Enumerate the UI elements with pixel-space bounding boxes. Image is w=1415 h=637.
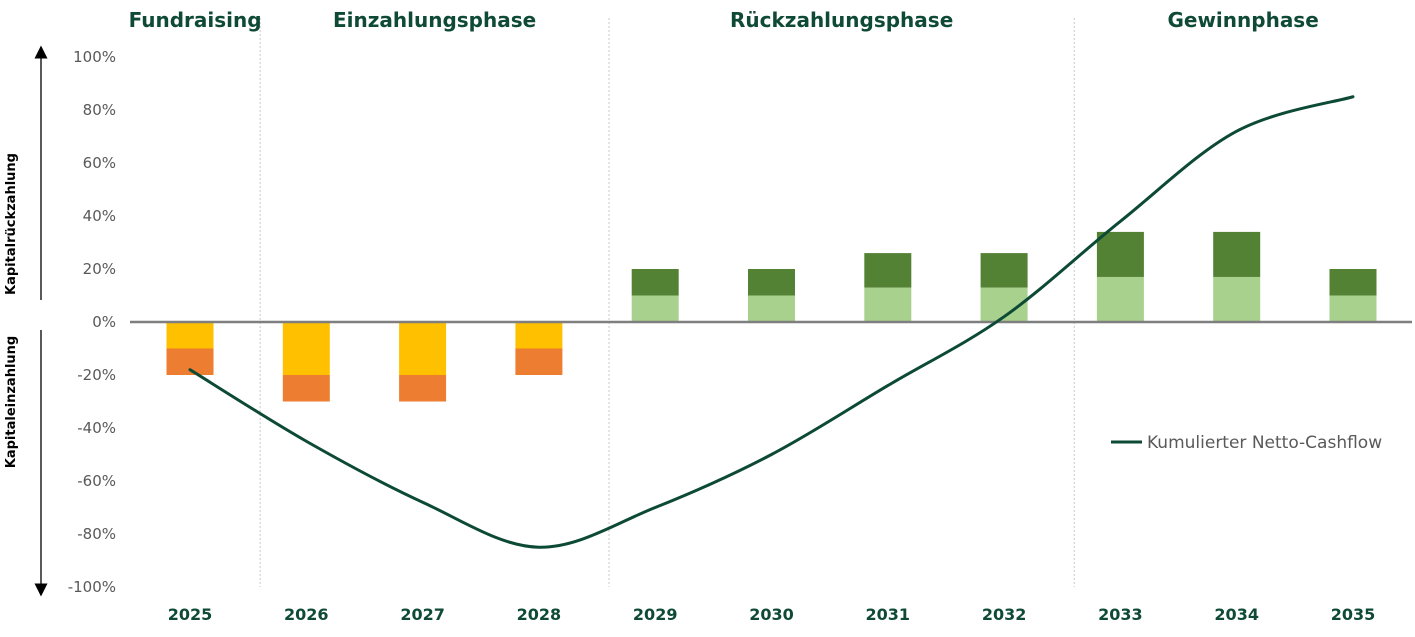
y-tick-label: 20% xyxy=(83,260,116,278)
x-axis: 2025 2026 2027 2028 2029 2030 2031 2032 2033 2034… xyxy=(168,605,1376,624)
x-tick-label-2026: 2026 xyxy=(284,605,329,624)
x-tick-label-2034: 2034 xyxy=(1214,605,1259,624)
x-tick-label-2030: 2030 xyxy=(749,605,794,624)
bar-2032-kapitalrueckzahlung-teil-2 xyxy=(980,253,1028,288)
bar-2026-kapitaleinzahlung-teil-1 xyxy=(282,322,330,375)
side-label-kapitaleinzahlung: Kapitaleinzahlung xyxy=(4,336,19,468)
side-label-kapitalrueckzahlung: Kapitalrückzahlung xyxy=(4,153,19,295)
y-tick-label: -100% xyxy=(68,578,116,596)
y-axis: 100% 80% 60% 40% 20% 0% -20% -40% -60% -80% -100% xyxy=(68,48,116,596)
line-kumulierter-netto-cashflow xyxy=(188,95,1355,549)
x-tick-label-2032: 2032 xyxy=(982,605,1027,624)
x-tick-label-2031: 2031 xyxy=(866,605,911,624)
x-tick-label-2028: 2028 xyxy=(517,605,562,624)
bar-2026-kapitaleinzahlung-teil-2 xyxy=(282,375,330,402)
bar-2034-kapitalrueckzahlung-teil-1 xyxy=(1213,276,1261,322)
phase-title-rueckzahlungsphase: Rückzahlungsphase xyxy=(730,8,953,32)
phase-titles: Fundraising Einzahlungsphase Rückzahlungsp… xyxy=(129,8,1319,32)
bar-2030-kapitalrueckzahlung-teil-2 xyxy=(748,269,795,296)
line-series xyxy=(188,95,1355,549)
x-tick-label-2025: 2025 xyxy=(168,605,213,624)
legend: Kumulierter Netto-Cashflow xyxy=(1111,433,1382,453)
phase-title-gewinnphase: Gewinnphase xyxy=(1167,8,1318,32)
x-tick-label-2033: 2033 xyxy=(1098,605,1143,624)
bar-2028-kapitaleinzahlung-teil-2 xyxy=(515,348,563,375)
y-tick-label: -40% xyxy=(77,419,116,437)
bar-2033-kapitalrueckzahlung-teil-1 xyxy=(1096,276,1144,322)
bar-2034-kapitalrueckzahlung-teil-2 xyxy=(1213,231,1261,277)
bar-2030-kapitalrueckzahlung-teil-1 xyxy=(748,295,795,322)
y-tick-label: 80% xyxy=(83,101,116,119)
y-tick-label: 0% xyxy=(92,313,116,331)
x-tick-label-2027: 2027 xyxy=(400,605,445,624)
bar-2028-kapitaleinzahlung-teil-1 xyxy=(515,322,563,349)
bar-2029-kapitalrueckzahlung-teil-2 xyxy=(631,269,679,296)
bar-2029-kapitalrueckzahlung-teil-1 xyxy=(631,295,679,322)
y-tick-label: 100% xyxy=(73,48,116,66)
y-tick-label: -80% xyxy=(77,525,116,543)
side-annotations: Kapitalrückzahlung Kapitaleinzahlung xyxy=(4,45,48,597)
x-tick-label-2029: 2029 xyxy=(633,605,678,624)
bar-2035-kapitalrueckzahlung-teil-2 xyxy=(1329,269,1377,296)
bar-2033-kapitalrueckzahlung-teil-2 xyxy=(1096,231,1144,277)
bar-2027-kapitaleinzahlung-teil-1 xyxy=(399,322,447,375)
y-tick-label: 40% xyxy=(83,207,116,225)
bar-2025-kapitaleinzahlung-teil-1 xyxy=(166,322,214,349)
phase-title-fundraising: Fundraising xyxy=(129,8,262,32)
bar-2027-kapitaleinzahlung-teil-2 xyxy=(399,375,447,402)
legend-label: Kumulierter Netto-Cashflow xyxy=(1147,433,1382,453)
y-tick-label: -60% xyxy=(77,472,116,490)
phase-dividers xyxy=(259,18,1075,587)
bar-2031-kapitalrueckzahlung-teil-2 xyxy=(864,253,912,288)
phase-title-einzahlungsphase: Einzahlungsphase xyxy=(333,8,536,32)
y-tick-label: -20% xyxy=(77,366,116,384)
y-tick-label: 60% xyxy=(83,154,116,172)
bars xyxy=(166,231,1377,402)
bar-2035-kapitalrueckzahlung-teil-1 xyxy=(1329,295,1377,322)
bar-2031-kapitalrueckzahlung-teil-1 xyxy=(864,287,912,322)
x-tick-label-2035: 2035 xyxy=(1331,605,1376,624)
